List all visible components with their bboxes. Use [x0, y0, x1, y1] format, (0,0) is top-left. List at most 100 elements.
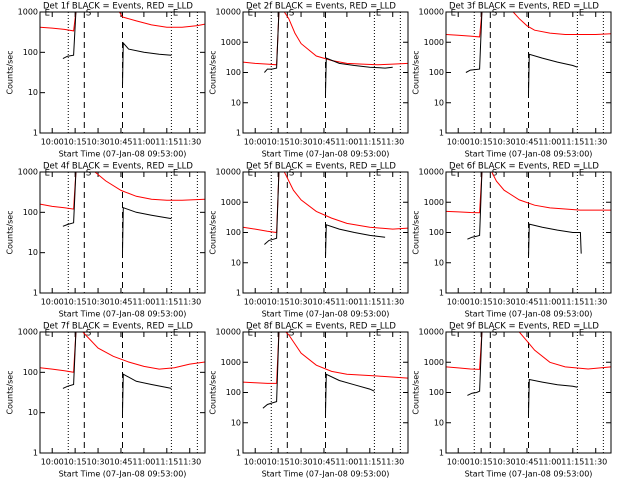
- x-tick-label: 11:30: [381, 298, 404, 307]
- x-tick-label: 10:45: [312, 138, 335, 147]
- y-tick-label: 100: [429, 228, 444, 237]
- panel: Det 3f BLACK = Events, RED = LLD Start Ti…: [412, 2, 612, 159]
- x-tick-label: 10:15: [267, 298, 290, 307]
- marker-label: S: [492, 169, 497, 179]
- y-tick-label: 1: [236, 289, 241, 298]
- y-tick-label: 1: [33, 449, 38, 458]
- x-tick-label: 10:30: [290, 298, 313, 307]
- x-tick-label: 11:30: [178, 458, 201, 467]
- series-line: [467, 172, 582, 258]
- marker-label: E: [451, 9, 456, 19]
- series-line: [262, 332, 375, 414]
- series-line: [446, 172, 611, 214]
- panel: Det 2f BLACK = Events, RED = LLD Start Ti…: [209, 2, 409, 159]
- panel-title: Det 2f BLACK = Events, RED = LLD: [246, 2, 396, 12]
- y-tick-label: 10: [231, 98, 241, 107]
- marker-label: E: [376, 169, 381, 179]
- series-line: [62, 332, 172, 413]
- y-tick-label: 1000: [18, 168, 38, 177]
- y-tick-label: 10: [28, 248, 38, 257]
- marker-label: S: [492, 329, 497, 339]
- x-tick-label: 11:30: [584, 458, 607, 467]
- y-tick-label: 10000: [216, 328, 241, 337]
- x-tick-label: 11:30: [178, 138, 201, 147]
- y-tick-label: 1: [439, 129, 444, 138]
- x-tick-label: 10:15: [64, 298, 87, 307]
- y-axis-label: Counts/sec: [209, 50, 218, 94]
- x-tick-label: 10:15: [64, 458, 87, 467]
- series-line: [62, 12, 172, 86]
- x-tick-label: 10:45: [515, 458, 538, 467]
- x-axis-label: Start Time (07-Jan-08 09:53:00): [262, 150, 390, 159]
- x-tick-label: 11:15: [358, 138, 381, 147]
- marker-label: E: [45, 9, 50, 19]
- x-tick-label: 10:30: [87, 458, 110, 467]
- marker-label: E: [579, 169, 584, 179]
- x-tick-label: 11:00: [132, 458, 155, 467]
- marker-label: S: [289, 9, 294, 19]
- panel-title: Det 3f BLACK = Events, RED = LLD: [449, 2, 599, 12]
- panel: Det 8f BLACK = Events, RED = LLD Start Ti…: [209, 322, 409, 479]
- x-axis-label: Start Time (07-Jan-08 09:53:00): [59, 310, 187, 319]
- y-tick-label: 1: [439, 289, 444, 298]
- x-tick-label: 11:30: [381, 138, 404, 147]
- marker-label: E: [376, 329, 381, 339]
- marker-label: E: [248, 169, 253, 179]
- y-tick-label: 1000: [424, 38, 444, 47]
- y-tick-label: 10: [434, 418, 444, 427]
- plot-frame: [445, 11, 612, 134]
- panel: Det 6f BLACK = Events, RED = LLD Start Ti…: [412, 162, 612, 319]
- x-tick-label: 11:15: [561, 298, 584, 307]
- x-tick-label: 11:15: [155, 458, 178, 467]
- y-tick-label: 10000: [216, 8, 241, 17]
- panel-title: Det 5f BLACK = Events, RED = LLD: [246, 162, 396, 172]
- x-axis-label: Start Time (07-Jan-08 09:53:00): [262, 470, 390, 479]
- x-tick-label: 10:15: [267, 138, 290, 147]
- x-tick-label: 11:15: [561, 138, 584, 147]
- plot-frame: [242, 11, 409, 134]
- x-tick-label: 11:00: [132, 298, 155, 307]
- panel-title: Det 8f BLACK = Events, RED = LLD: [246, 322, 396, 332]
- marker-label: E: [248, 9, 253, 19]
- y-tick-label: 100: [23, 48, 38, 57]
- plot-frame: [445, 331, 612, 454]
- y-tick-label: 10: [28, 408, 38, 417]
- x-tick-label: 10:45: [515, 298, 538, 307]
- y-tick-label: 10: [231, 258, 241, 267]
- y-axis-label: Counts/sec: [412, 370, 421, 414]
- series-line: [264, 12, 393, 94]
- x-tick-label: 11:15: [561, 458, 584, 467]
- y-tick-label: 10000: [216, 168, 241, 177]
- marker-label: E: [45, 169, 50, 179]
- marker-label: S: [289, 169, 294, 179]
- y-tick-label: 100: [226, 68, 241, 77]
- marker-label: E: [173, 169, 178, 179]
- marker-label: S: [492, 9, 497, 19]
- y-tick-label: 100: [226, 228, 241, 237]
- x-tick-label: 10:15: [470, 298, 493, 307]
- x-tick-label: 11:00: [335, 458, 358, 467]
- x-axis-label: Start Time (07-Jan-08 09:53:00): [262, 310, 390, 319]
- x-tick-label: 10:00: [244, 138, 267, 147]
- x-axis-label: Start Time (07-Jan-08 09:53:00): [465, 470, 593, 479]
- series-line: [264, 172, 386, 258]
- x-tick-label: 11:30: [584, 298, 607, 307]
- x-tick-label: 10:15: [470, 138, 493, 147]
- y-tick-label: 1: [33, 289, 38, 298]
- x-tick-label: 11:30: [381, 458, 404, 467]
- plot-frame: [242, 171, 409, 294]
- x-tick-label: 10:00: [447, 138, 470, 147]
- x-tick-label: 11:00: [538, 298, 561, 307]
- y-tick-label: 1: [236, 449, 241, 458]
- x-tick-label: 10:45: [312, 298, 335, 307]
- panel-title: Det 1f BLACK = Events, RED = LLD: [43, 2, 193, 12]
- x-tick-label: 10:00: [41, 298, 64, 307]
- x-tick-label: 10:45: [109, 458, 132, 467]
- x-tick-label: 11:30: [178, 298, 201, 307]
- y-tick-label: 10: [434, 98, 444, 107]
- x-tick-label: 11:00: [335, 138, 358, 147]
- y-axis-label: Counts/sec: [412, 210, 421, 254]
- panel-title: Det 6f BLACK = Events, RED = LLD: [449, 162, 599, 172]
- y-tick-label: 10: [434, 258, 444, 267]
- marker-label: S: [86, 9, 91, 19]
